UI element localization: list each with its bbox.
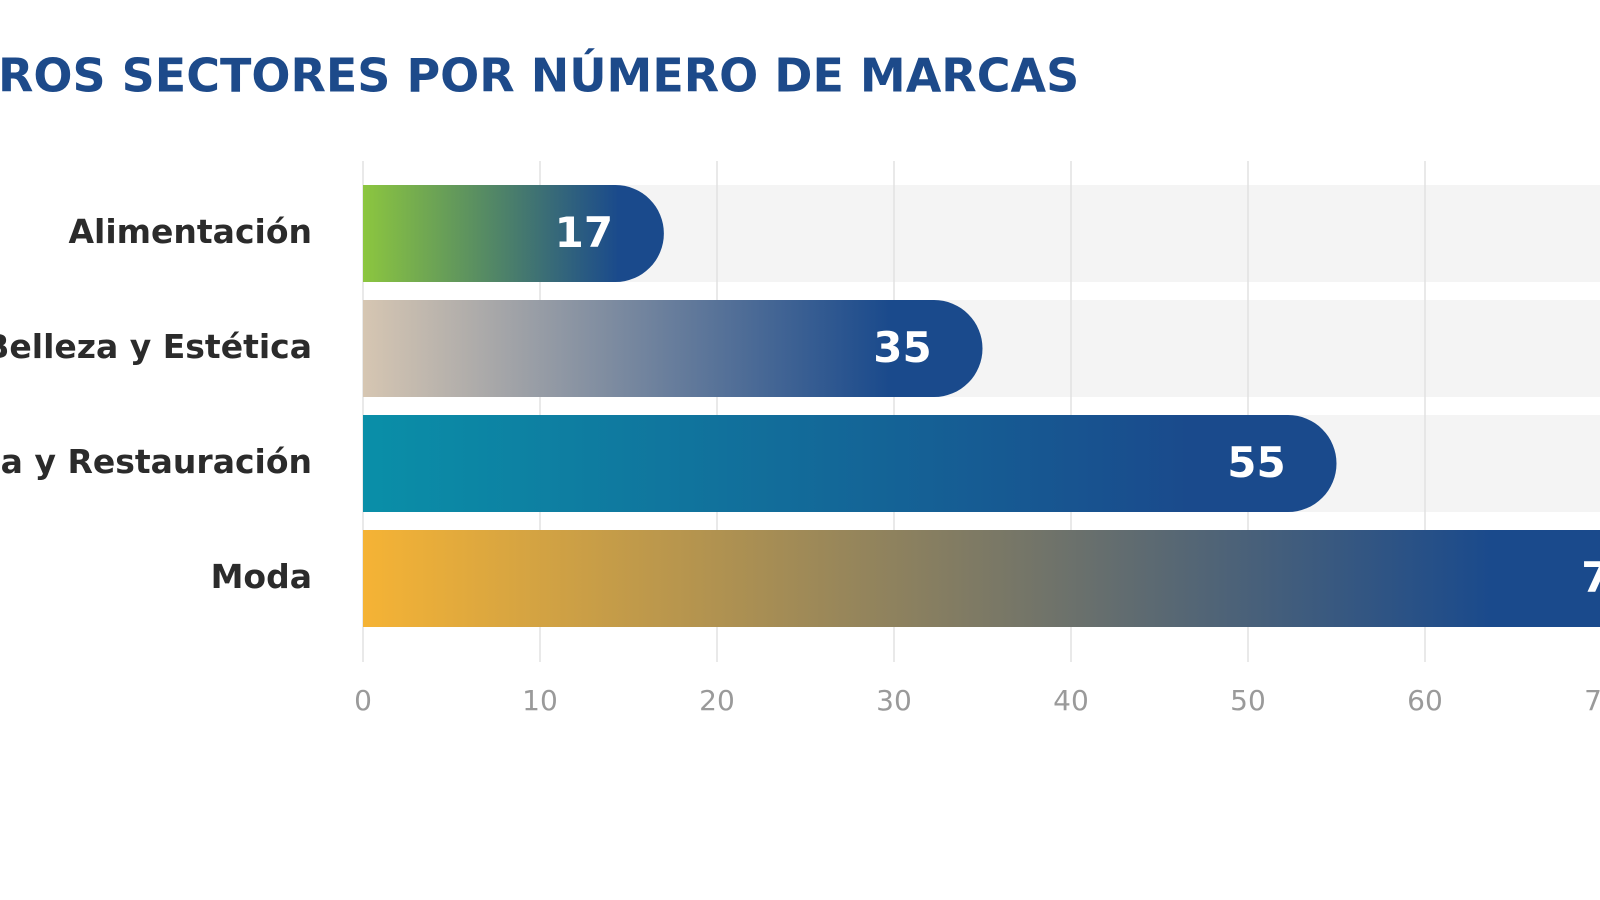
x-tick-label: 30 [876, 684, 912, 717]
x-tick-label: 10 [522, 684, 558, 717]
value-label: 35 [873, 323, 931, 372]
value-label: 55 [1227, 438, 1285, 487]
value-label: 17 [555, 208, 613, 257]
y-tick-label: Belleza y Estética [0, 327, 312, 366]
chart-title: ROS SECTORES POR NÚMERO DE MARCAS [0, 49, 1079, 103]
bar [363, 414, 1337, 512]
y-tick-label: Moda [211, 557, 312, 596]
x-tick-label: 20 [699, 684, 735, 717]
x-tick-label: 0 [354, 684, 372, 717]
bar [363, 530, 1600, 627]
value-label: 75 [1581, 553, 1600, 602]
x-tick-label: 70 [1584, 684, 1600, 717]
x-tick-label: 50 [1230, 684, 1266, 717]
bar [363, 185, 664, 282]
y-tick-label: Alimentación [68, 212, 312, 251]
bar [363, 300, 983, 397]
x-tick-label: 60 [1407, 684, 1443, 717]
x-tick-label: 40 [1053, 684, 1089, 717]
y-tick-label: ia y Restauración [0, 442, 312, 481]
